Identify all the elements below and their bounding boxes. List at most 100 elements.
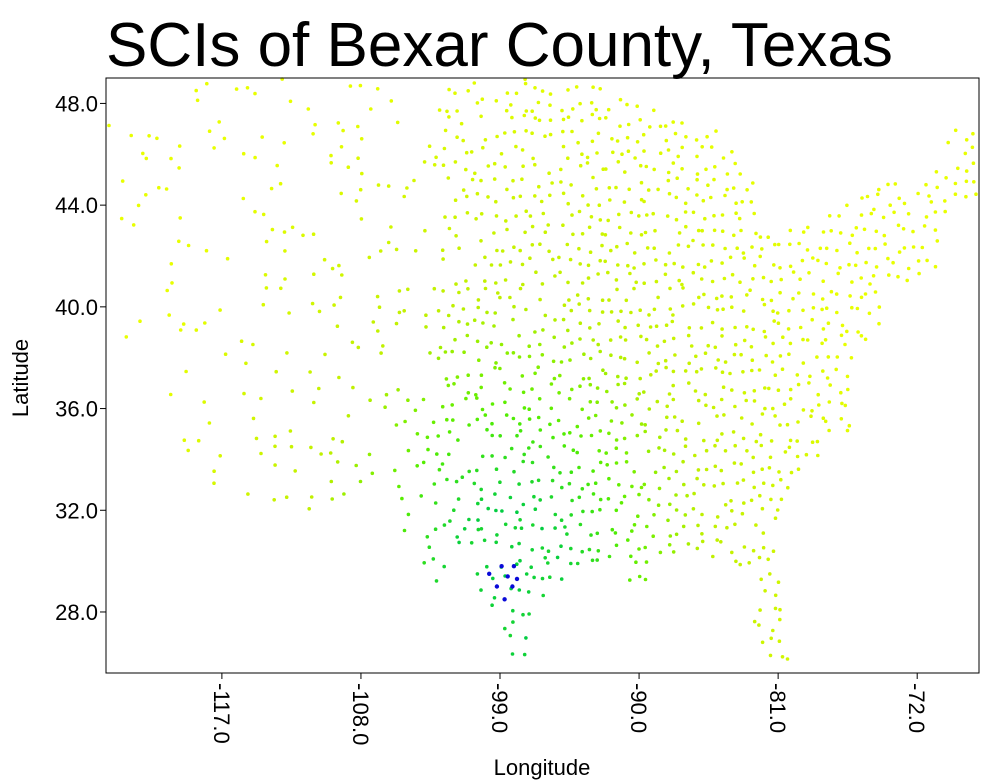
data-point (259, 396, 263, 401)
data-point (694, 138, 699, 142)
data-point (560, 485, 564, 490)
data-point (670, 319, 675, 324)
data-point (638, 376, 642, 381)
data-point (495, 134, 499, 139)
data-point (739, 462, 743, 466)
data-point (763, 589, 767, 593)
data-point (644, 337, 649, 342)
data-point (260, 135, 265, 139)
data-point (594, 187, 599, 191)
data-point (512, 304, 516, 309)
data-point (475, 339, 480, 344)
data-point (720, 213, 725, 217)
data-point (186, 243, 191, 248)
data-point (591, 469, 595, 473)
data-point (480, 97, 485, 101)
data-point (754, 523, 758, 527)
data-point (340, 439, 345, 444)
data-point (578, 101, 582, 106)
highlight-point (502, 597, 507, 602)
data-point (514, 144, 518, 149)
data-point (376, 183, 381, 187)
data-point (667, 251, 672, 255)
data-point (241, 196, 246, 201)
data-point (588, 382, 593, 387)
data-point (329, 153, 333, 158)
data-point (622, 381, 627, 386)
data-point (494, 361, 498, 365)
data-point (540, 353, 545, 357)
data-point (798, 325, 803, 330)
data-point (624, 376, 628, 381)
data-point (144, 193, 148, 197)
data-point (370, 471, 375, 476)
data-point (552, 465, 556, 470)
data-point (521, 612, 525, 617)
data-point (596, 549, 601, 553)
data-point (824, 246, 829, 251)
data-point (658, 550, 663, 555)
data-point (527, 417, 532, 421)
data-point (696, 398, 701, 403)
data-point (177, 239, 181, 244)
data-point (845, 329, 849, 334)
data-point (273, 444, 277, 449)
data-point (561, 223, 565, 227)
data-point (780, 367, 785, 372)
data-point (444, 377, 449, 381)
data-point (547, 249, 551, 254)
data-point (448, 519, 452, 523)
data-point (524, 572, 529, 576)
data-point (441, 325, 446, 330)
data-point (972, 180, 976, 184)
data-point (515, 562, 519, 566)
data-point (543, 556, 547, 560)
data-point (396, 388, 400, 392)
data-point (450, 403, 455, 407)
data-point (588, 400, 593, 404)
data-point (838, 231, 843, 235)
data-point (351, 385, 355, 390)
data-point (421, 460, 426, 465)
data-point (330, 497, 335, 501)
data-point (767, 466, 772, 470)
data-point (632, 523, 637, 527)
data-point (434, 155, 438, 160)
data-point (588, 356, 593, 361)
data-point (167, 313, 171, 317)
data-point (443, 215, 447, 219)
data-point (776, 321, 781, 326)
data-point (522, 652, 527, 657)
data-point (745, 293, 749, 297)
data-point (763, 386, 767, 390)
data-point (509, 446, 514, 451)
data-point (553, 274, 557, 278)
data-point (628, 578, 632, 582)
data-point (772, 263, 776, 267)
data-point (521, 502, 526, 507)
data-point (655, 399, 660, 404)
data-point (336, 121, 341, 125)
data-point (328, 451, 333, 455)
data-point (440, 248, 445, 252)
data-point (340, 273, 344, 277)
data-point (450, 349, 455, 354)
data-point (397, 310, 402, 315)
data-point (559, 518, 564, 522)
data-point (614, 406, 619, 410)
data-point (177, 166, 181, 170)
data-point (750, 245, 754, 249)
data-point (505, 351, 510, 355)
data-point (591, 338, 595, 342)
data-point (777, 470, 781, 474)
data-point (371, 320, 376, 324)
data-point (425, 435, 430, 440)
data-point (656, 503, 661, 508)
data-point (354, 463, 359, 468)
data-point (561, 117, 566, 122)
data-point (607, 431, 611, 436)
data-point (322, 257, 327, 262)
data-point (747, 561, 751, 565)
data-point (663, 124, 668, 128)
